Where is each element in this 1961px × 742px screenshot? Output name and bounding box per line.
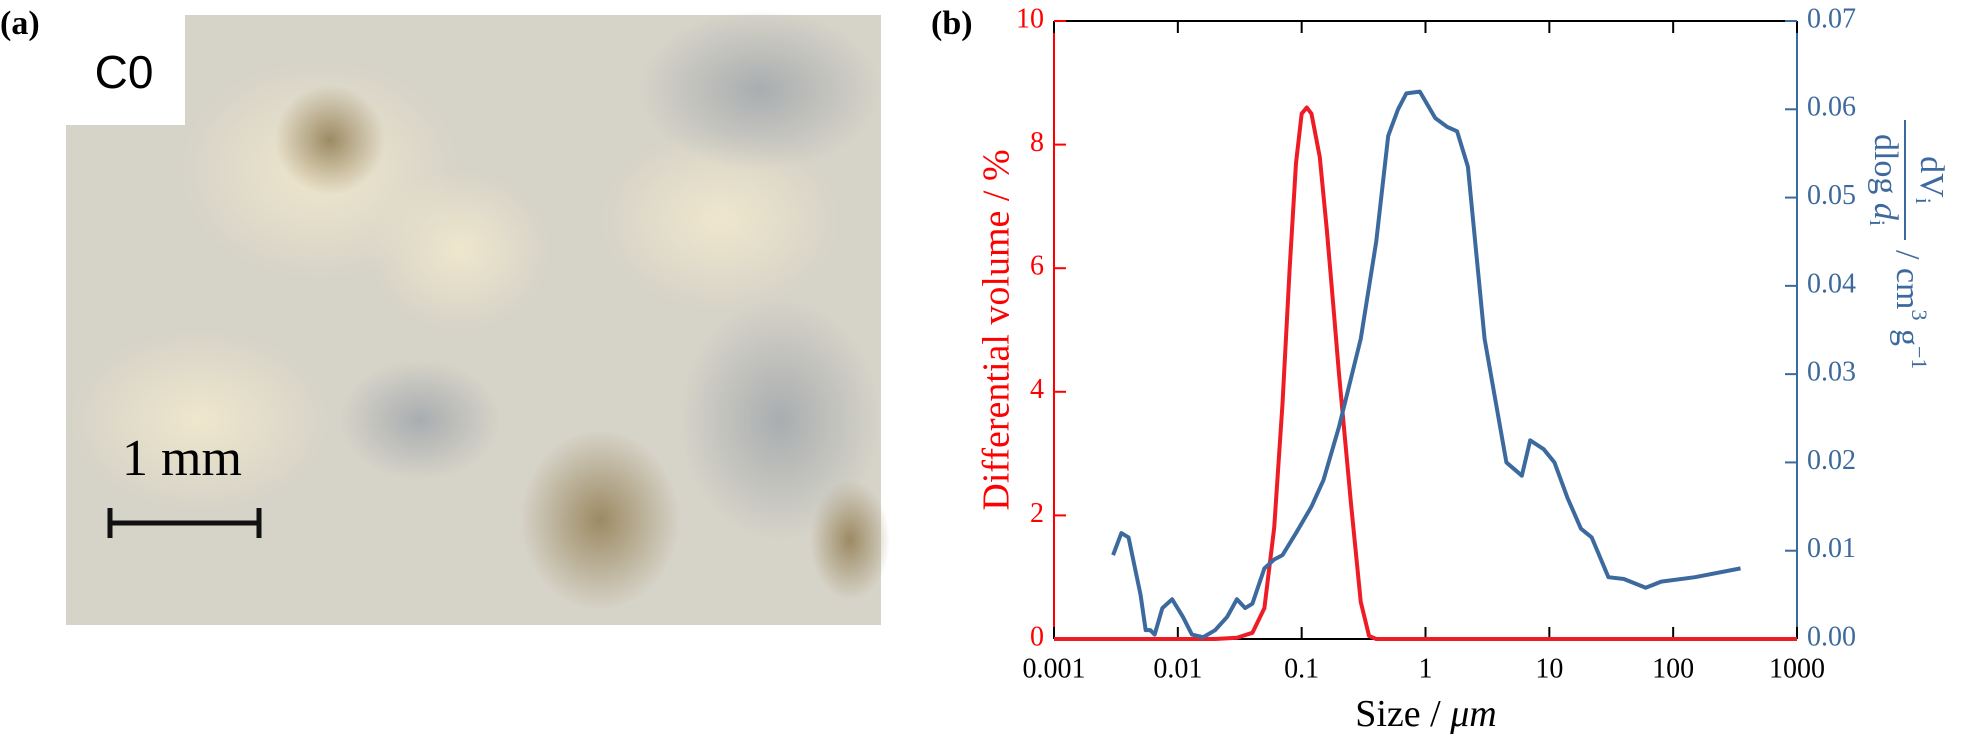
x-tick-label: 0.01 [1153, 653, 1202, 684]
y2-label-unit: / cm3 g−1 [1889, 250, 1932, 369]
y-tick-label: 8 [1030, 127, 1044, 158]
x-tick-label: 100 [1652, 653, 1694, 684]
y2-axis-label: dVi dlog di / cm3 g−1 [1865, 120, 1950, 369]
y2-tick-label: 0.01 [1807, 533, 1856, 564]
y2-label-denominator: dlog di [1865, 134, 1904, 226]
y2-tick-label: 0.03 [1807, 357, 1856, 388]
y2-tick-label: 0.06 [1807, 92, 1856, 123]
panel-label: (b) [931, 5, 973, 42]
y2-tick-label: 0.00 [1807, 621, 1856, 652]
y2-label-part: d [1867, 203, 1904, 221]
x-axis-label: Size / μm [1355, 693, 1497, 735]
y2-tick-label: 0.02 [1807, 445, 1856, 476]
x-axis-label-unit: μm [1449, 693, 1497, 735]
y2-tick-label: 0.07 [1807, 3, 1856, 34]
x-tick-label: 0.1 [1284, 653, 1319, 684]
y2-label-part: −1 [1907, 346, 1932, 369]
y2-label-part: dlog [1867, 134, 1904, 203]
y2-label-numerator: dVi [1911, 156, 1950, 204]
y2-label-part: i [1865, 220, 1890, 226]
y-tick-label: 6 [1030, 251, 1044, 282]
y2-tick-label: 0.05 [1807, 180, 1856, 211]
y-tick-label: 10 [1016, 3, 1044, 34]
y2-label-part: 3 [1907, 309, 1932, 320]
panel-label: (a) [0, 5, 40, 42]
photo [66, 10, 890, 625]
y-axis-label: Differential volume / % [976, 149, 1018, 510]
y2-label-part: / cm [1889, 250, 1926, 309]
y-tick-label: 4 [1030, 374, 1044, 405]
y2-tick-label: 0.04 [1807, 268, 1856, 299]
sample-label: C0 [95, 46, 154, 98]
x-tick-label: 1 [1419, 653, 1433, 684]
y-tick-label: 0 [1030, 621, 1044, 652]
x-tick-label: 0.001 [1023, 653, 1086, 684]
x-tick-label: 10 [1535, 653, 1563, 684]
x-tick-label: 1000 [1769, 653, 1825, 684]
scale-bar-label: 1 mm [122, 430, 242, 487]
y2-label-part: dV [1913, 156, 1950, 198]
y2-label-part: g [1889, 320, 1926, 346]
y2-label-part: i [1911, 198, 1936, 204]
x-axis-label-text: Size / [1355, 693, 1450, 735]
data-line [1054, 105, 1797, 641]
data-line [1111, 89, 1741, 640]
y-tick-label: 2 [1030, 498, 1044, 529]
